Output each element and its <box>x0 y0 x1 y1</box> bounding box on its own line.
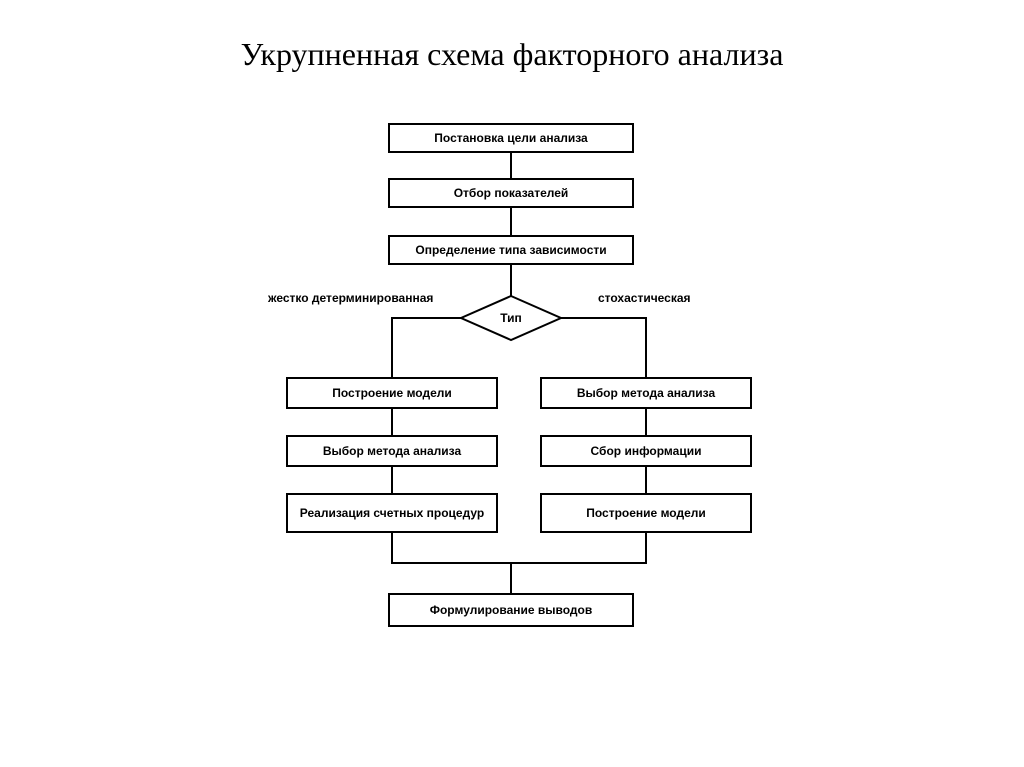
flow-node-n3: Определение типа зависимости <box>388 235 634 265</box>
flow-node-l3: Реализация счетных процедур <box>286 493 498 533</box>
flow-node-l1: Построение модели <box>286 377 498 409</box>
flow-edge <box>511 533 646 563</box>
flow-edge <box>392 533 511 593</box>
flow-node-n4: Формулирование выводов <box>388 593 634 627</box>
flow-node-r2: Сбор информации <box>540 435 752 467</box>
flowchart-edges: Тип <box>0 73 1024 753</box>
flow-node-l2: Выбор метода анализа <box>286 435 498 467</box>
flow-node-r1: Выбор метода анализа <box>540 377 752 409</box>
flowchart-canvas: Тип Постановка цели анализа Отбор показат… <box>0 73 1024 753</box>
flow-edge <box>392 318 461 377</box>
page-title: Укрупненная схема факторного анализа <box>0 0 1024 73</box>
flow-edge <box>561 318 646 377</box>
flow-decision-label-d1: Тип <box>500 311 522 325</box>
flow-node-r3: Построение модели <box>540 493 752 533</box>
flow-node-n2: Отбор показателей <box>388 178 634 208</box>
flow-node-n1: Постановка цели анализа <box>388 123 634 153</box>
branch-label-right: стохастическая <box>598 291 691 305</box>
branch-label-left: жестко детерминированная <box>268 291 433 305</box>
